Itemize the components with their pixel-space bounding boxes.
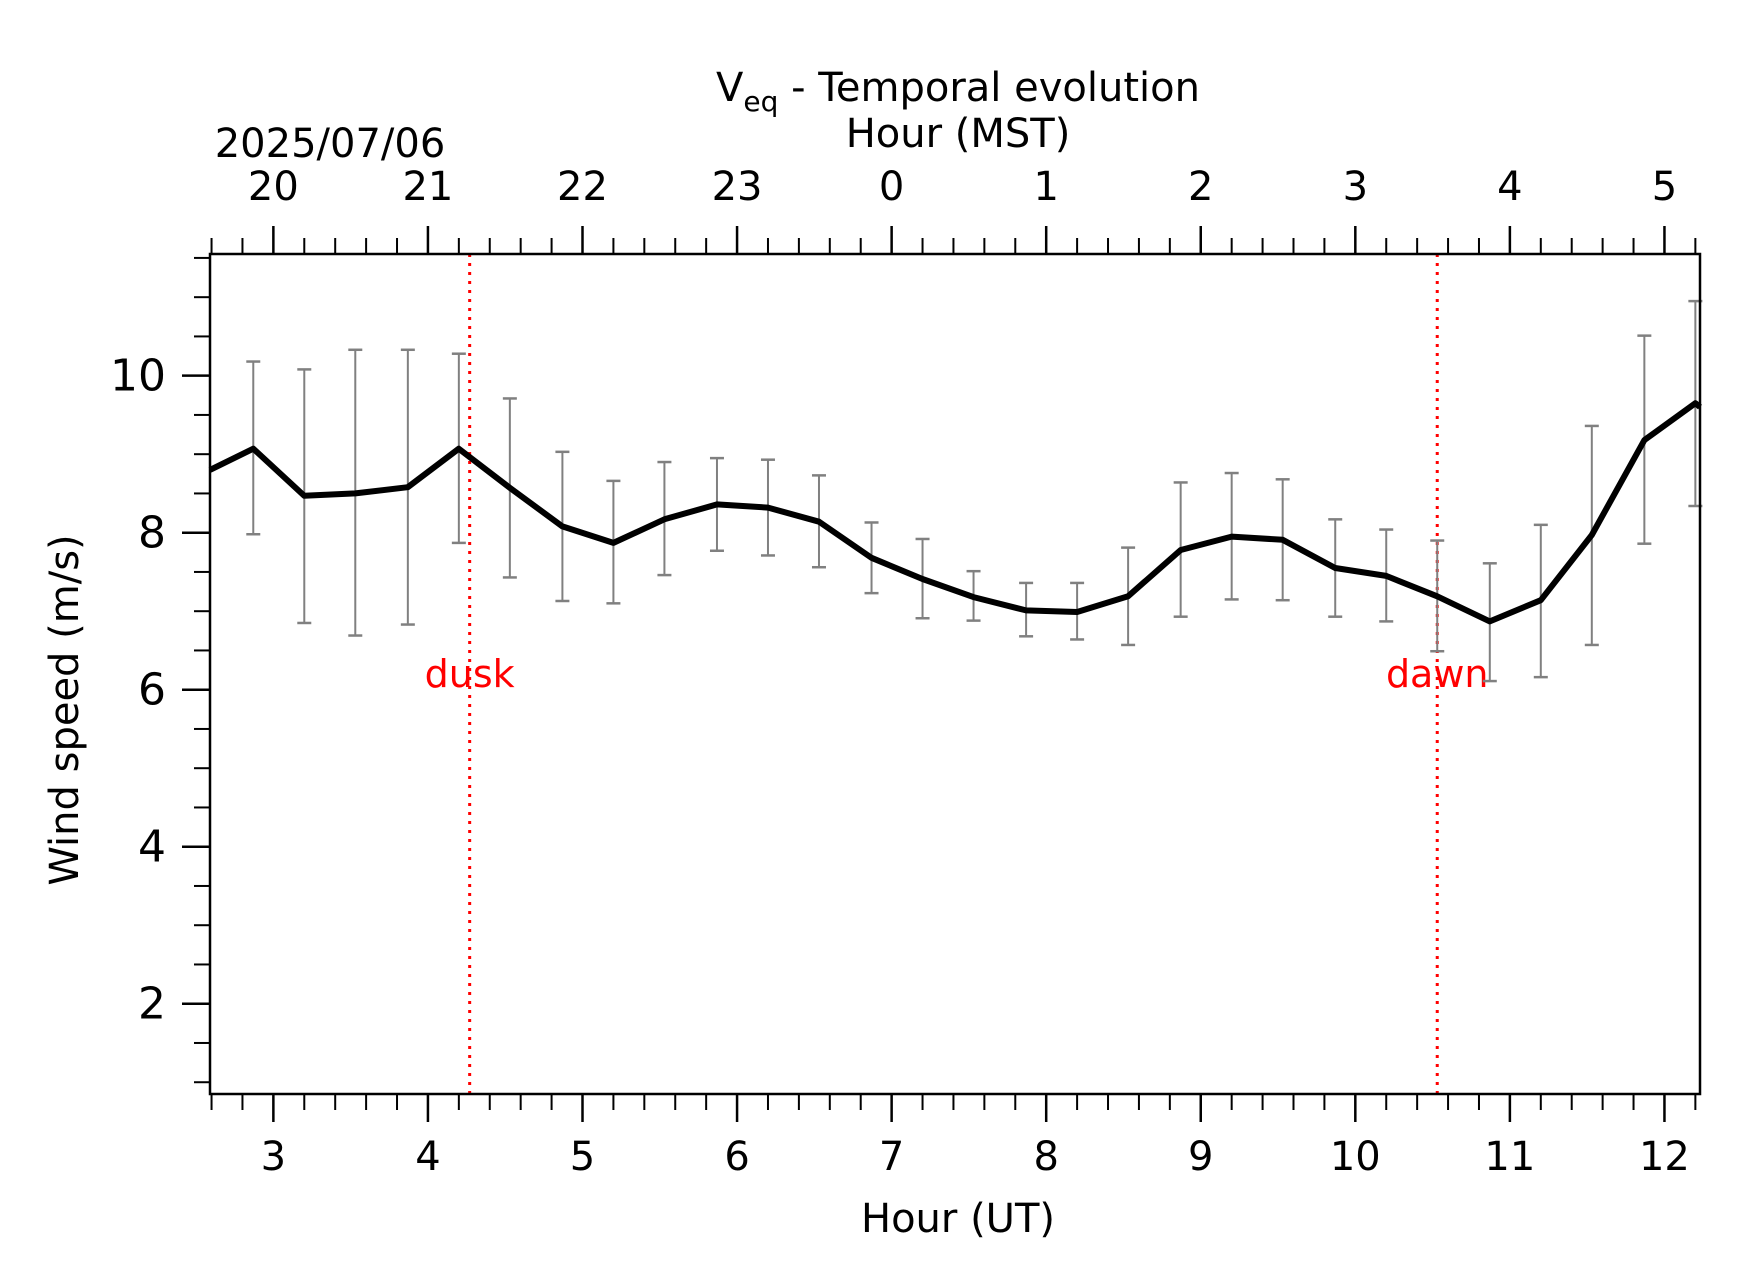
x-tick-label: 8: [1033, 1134, 1058, 1180]
top-tick-label: 4: [1497, 164, 1522, 210]
chart-title: Veq - Temporal evolution: [716, 65, 1200, 118]
chart-title-main: V: [716, 65, 744, 111]
top-tick-label: 2: [1188, 164, 1213, 210]
x-tick-label: 3: [261, 1134, 286, 1180]
x-tick-label: 7: [879, 1134, 904, 1180]
x-tick-label: 5: [570, 1134, 595, 1180]
y-tick-label: 10: [110, 351, 166, 402]
series-line: [208, 400, 1702, 625]
top-tick-label: 23: [712, 164, 763, 210]
dawn-label: dawn: [1386, 652, 1489, 696]
x-tick-label: 4: [415, 1134, 440, 1180]
dusk-label: dusk: [425, 652, 515, 696]
y-tick-label: 4: [138, 822, 166, 873]
y-tick-label: 2: [138, 979, 166, 1030]
top-tick-label: 20: [248, 164, 299, 210]
x-tick-label: 10: [1330, 1134, 1381, 1180]
x-tick-label: 6: [724, 1134, 749, 1180]
top-axis-date: 2025/07/06: [215, 121, 446, 167]
top-tick-label: 1: [1033, 164, 1058, 210]
top-axis-label: Hour (MST): [846, 111, 1071, 157]
y-tick-label: 6: [138, 665, 166, 716]
x-tick-label: 12: [1639, 1134, 1690, 1180]
x-tick-label: 11: [1484, 1134, 1535, 1180]
x-tick-label: 9: [1188, 1134, 1213, 1180]
x-axis-label: Hour (UT): [861, 1196, 1055, 1242]
top-tick-label: 5: [1652, 164, 1677, 210]
top-tick-label: 22: [557, 164, 608, 210]
y-axis-label: Wind speed (m/s): [42, 534, 88, 885]
plot-frame: [208, 252, 1702, 1096]
top-tick-label: 3: [1343, 164, 1368, 210]
chart-title-suffix: - Temporal evolution: [778, 65, 1200, 111]
chart-title-subscript: eq: [743, 85, 778, 118]
top-tick-label: 0: [879, 164, 904, 210]
top-tick-label: 21: [402, 164, 453, 210]
y-tick-label: 8: [138, 508, 166, 559]
